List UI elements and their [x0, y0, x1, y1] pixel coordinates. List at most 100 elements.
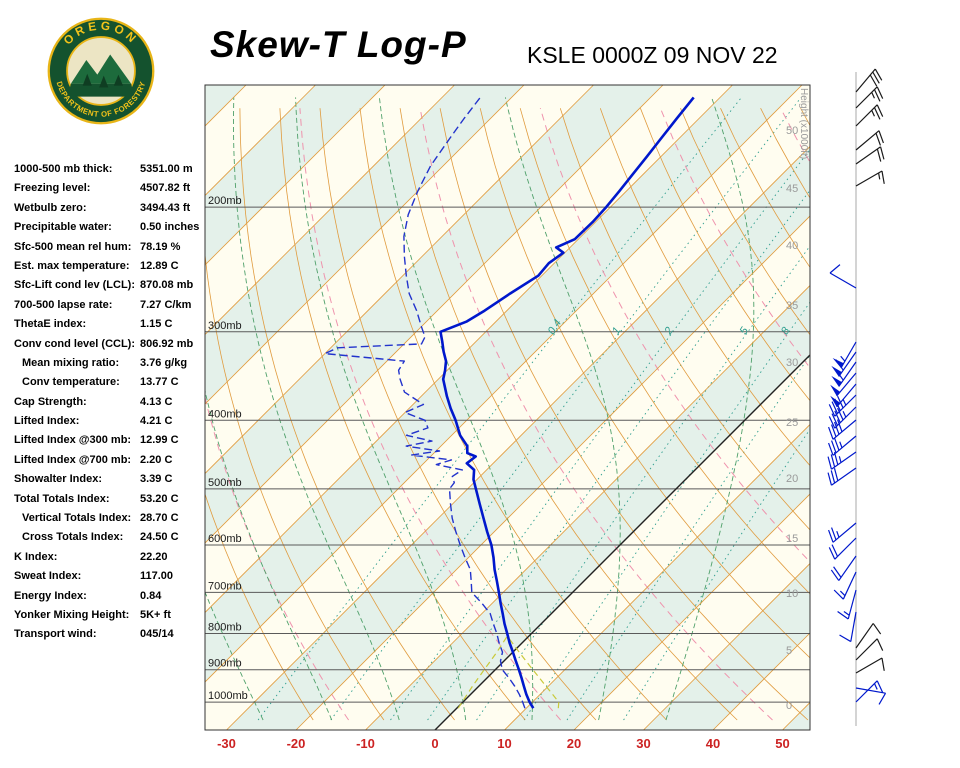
dry-adiabat — [800, 108, 810, 127]
wind-barb-icon — [855, 68, 883, 93]
stat-value: 045/14 — [140, 628, 174, 641]
wind-barb-icon — [855, 104, 884, 127]
wind-barb-icon — [832, 341, 857, 369]
stat-row: Sfc-Lift cond lev (LCL): 870.08 mb — [0, 276, 206, 295]
wind-barb-icon — [839, 611, 857, 643]
plot-area: 0.4 1 2 5 8 — [205, 85, 960, 730]
stat-value: 22.20 — [140, 550, 168, 563]
wind-barb-icon — [833, 571, 857, 600]
stat-row: Precipitable water: 0.50 inches — [0, 218, 206, 237]
stat-label: Lifted Index @300 mb: — [14, 434, 132, 447]
isotherm — [365, 284, 810, 730]
pressure-label: 500mb — [208, 477, 242, 489]
convective-temp-line — [506, 635, 560, 709]
stat-value: 2.20 C — [140, 453, 173, 466]
isotherm — [205, 85, 594, 475]
height-tick-label: 10 — [786, 588, 798, 600]
mixing-ratio-label: 1 — [610, 325, 623, 337]
stat-value: 1.15 C — [140, 318, 173, 331]
stat-label: Yonker Mixing Height: — [14, 608, 130, 621]
height-tick-label: 20 — [786, 473, 798, 485]
stat-value: 53.20 C — [140, 492, 179, 505]
stat-label: ThetaE index: — [14, 318, 87, 331]
wind-barb-icon — [828, 522, 857, 543]
stat-label: Est. max temperature: — [14, 259, 130, 272]
wind-barb-icon — [855, 170, 885, 187]
moist-adiabat — [205, 388, 333, 721]
dry-adiabat — [319, 108, 597, 721]
stat-label: Sfc-Lift cond lev (LCL): — [14, 279, 135, 292]
pressure-label: 400mb — [208, 408, 242, 420]
wind-barb-icon — [828, 419, 857, 440]
dry-adiabat — [881, 108, 960, 720]
stat-value: 806.92 mb — [140, 337, 194, 350]
dry-adiabat — [359, 108, 667, 721]
isotherm — [504, 423, 810, 730]
zero-isotherm — [434, 354, 810, 730]
stat-label: Wetbulb zero: — [14, 201, 87, 214]
stat-row: K Index: 22.20 — [0, 548, 206, 567]
isotherm — [205, 85, 803, 683]
stat-label: Sweat Index: — [14, 570, 82, 583]
dry-adiabat — [205, 250, 385, 721]
stat-row: 1000-500 mb thick: 5351.00 m — [0, 160, 206, 179]
pink-dashed-adiabat — [419, 108, 773, 721]
logo-mountains — [70, 54, 132, 84]
wind-barb-icon — [830, 555, 857, 581]
height-axis-title: Height (x1000ft) — [798, 88, 809, 159]
stat-row: 700-500 lapse rate: 7.27 C/km — [0, 296, 206, 315]
stat-row: Transport wind: 045/14 — [0, 625, 206, 644]
wind-barb-icon — [855, 86, 884, 109]
isotherm — [295, 215, 810, 730]
wind-barb-icon — [831, 351, 857, 377]
pink-dashed-adiabat — [539, 108, 810, 563]
temp-axis-label: 50 — [775, 736, 789, 751]
wind-barb-icon — [855, 680, 884, 703]
dry-adiabat — [399, 108, 738, 721]
isotherm — [643, 562, 810, 730]
temp-axis-label: 20 — [567, 736, 581, 751]
pressure-label: 900mb — [208, 658, 242, 670]
stat-value: 7.27 C/km — [140, 298, 192, 311]
stat-value: 24.50 C — [140, 531, 179, 544]
stat-value: 5K+ ft — [140, 608, 171, 621]
height-tick-label: 30 — [786, 357, 798, 369]
height-tick-label: 45 — [786, 183, 798, 195]
stat-row: Conv cond level (CCL): 806.92 mb — [0, 335, 206, 354]
isotherm — [852, 85, 960, 730]
odf-logo: OREGON DEPARTMENT OF FORESTRY — [46, 12, 156, 135]
wind-barb-icon — [828, 394, 857, 417]
stat-row: Lifted Index: 4.21 C — [0, 412, 206, 431]
stat-label: Freezing level: — [14, 182, 91, 195]
stat-value: 12.99 C — [140, 434, 179, 447]
stat-label: K Index: — [14, 550, 58, 563]
stat-label: Total Totals Index: — [14, 492, 110, 505]
wind-barb-icon — [827, 451, 857, 470]
stat-row: Conv temperature: 13.77 C — [0, 373, 206, 392]
wind-barb-icon — [855, 687, 887, 705]
wind-barb-icon — [830, 372, 857, 397]
chart-border — [204, 84, 811, 731]
logo-tree-icon — [82, 73, 92, 86]
stats-panel: 1000-500 mb thick: 5351.00 m Freezing leve… — [0, 160, 206, 645]
wind-barb-icon — [855, 130, 884, 151]
stat-row: Energy Index: 0.84 — [0, 587, 206, 606]
height-tick-label: 35 — [786, 300, 798, 312]
stat-label: Cap Strength: — [14, 395, 87, 408]
temp-axis-label: -20 — [287, 736, 306, 751]
stat-label: Sfc-500 mean rel hum: — [14, 240, 132, 253]
temp-axis-label: 0 — [431, 736, 438, 751]
stat-label: Lifted Index: — [14, 415, 80, 428]
logo-tree-icon — [99, 75, 109, 88]
stat-row: Cross Totals Index: 24.50 C — [0, 528, 206, 547]
height-tick-label: 15 — [786, 533, 798, 545]
dry-adiabat — [680, 108, 810, 336]
stat-label: 700-500 lapse rate: — [14, 298, 113, 311]
stat-value: 4507.82 ft — [140, 182, 191, 195]
pressure-label: 700mb — [208, 580, 242, 592]
stat-row: Total Totals Index: 53.20 C — [0, 490, 206, 509]
height-tick-label: 50 — [786, 125, 798, 137]
pressure-label: 600mb — [208, 533, 242, 545]
stat-row: Yonker Mixing Height: 5K+ ft — [0, 606, 206, 625]
